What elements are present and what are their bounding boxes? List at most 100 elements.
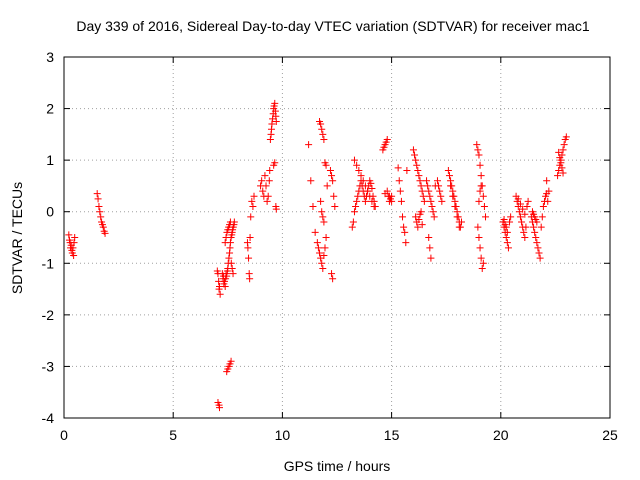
data-point	[225, 254, 233, 262]
y-tick-label: 1	[46, 152, 54, 168]
data-point	[322, 234, 330, 241]
data-point	[417, 182, 425, 190]
data-point	[426, 192, 434, 200]
data-point	[370, 203, 378, 211]
data-point	[412, 156, 420, 164]
data-point	[555, 148, 563, 156]
x-tick-label: 25	[602, 427, 618, 443]
data-point	[413, 161, 421, 169]
data-point	[479, 259, 487, 267]
data-point	[353, 161, 361, 169]
data-point	[531, 228, 539, 236]
data-point	[65, 231, 73, 239]
data-point	[215, 277, 223, 285]
data-point	[476, 244, 484, 252]
data-point	[507, 213, 515, 221]
data-point	[427, 254, 435, 262]
data-point	[229, 270, 237, 278]
data-point	[429, 208, 437, 216]
data-point	[539, 203, 547, 211]
data-point	[318, 208, 326, 216]
data-point	[271, 159, 279, 167]
data-point	[317, 197, 325, 205]
data-point	[259, 187, 267, 195]
data-point	[354, 192, 362, 200]
data-point	[268, 120, 276, 128]
data-point	[557, 159, 565, 167]
data-point	[305, 141, 313, 149]
data-point	[400, 223, 408, 231]
data-point	[318, 259, 326, 267]
data-point	[455, 223, 463, 231]
data-point	[250, 192, 258, 200]
data-point	[385, 192, 393, 200]
data-point	[265, 177, 273, 185]
data-point	[69, 244, 77, 252]
data-point	[94, 195, 102, 203]
data-point	[222, 234, 230, 241]
data-point	[221, 239, 229, 247]
data-point	[258, 177, 266, 185]
data-point	[319, 264, 327, 272]
x-tick-label: 0	[60, 427, 68, 443]
data-point	[482, 213, 490, 221]
data-point	[416, 177, 424, 185]
y-tick-label: 0	[46, 204, 54, 220]
x-tick-label: 20	[493, 427, 509, 443]
data-point	[317, 120, 325, 128]
data-point	[533, 239, 541, 247]
data-point	[321, 244, 329, 252]
data-point	[417, 208, 425, 216]
data-point	[93, 190, 101, 198]
data-point	[516, 213, 524, 221]
data-point	[227, 357, 235, 365]
data-point	[359, 177, 367, 185]
data-point	[245, 254, 253, 262]
data-point	[97, 213, 105, 221]
data-point	[535, 249, 543, 257]
data-point	[502, 234, 510, 241]
data-point	[364, 187, 372, 195]
data-point	[329, 177, 337, 185]
data-point	[475, 234, 483, 241]
data-point	[350, 156, 358, 164]
data-point	[519, 205, 527, 213]
data-point	[419, 192, 427, 200]
data-point	[227, 259, 235, 267]
data-point	[402, 239, 410, 247]
x-tick-label: 5	[169, 427, 177, 443]
data-point	[352, 203, 360, 211]
y-tick-label: 2	[46, 101, 54, 117]
data-point	[556, 154, 564, 162]
data-point	[248, 197, 256, 205]
data-point	[409, 146, 417, 154]
data-point	[318, 125, 326, 133]
data-point	[266, 166, 274, 174]
data-point	[420, 197, 428, 205]
y-tick-label: -2	[42, 307, 55, 323]
data-point	[326, 166, 334, 174]
y-axis-label: SDTVAR / TECUs	[9, 182, 25, 294]
data-point	[476, 161, 484, 169]
data-point	[523, 203, 531, 211]
data-point	[445, 172, 453, 180]
data-point	[329, 275, 337, 283]
data-point	[514, 195, 522, 203]
data-point	[314, 244, 322, 252]
data-point	[95, 203, 103, 211]
data-point	[383, 187, 391, 195]
data-point	[560, 141, 568, 149]
data-point	[396, 187, 404, 195]
data-point	[477, 182, 485, 190]
data-point	[263, 197, 271, 205]
data-point	[328, 172, 336, 180]
data-point	[524, 197, 532, 205]
data-point	[545, 187, 553, 195]
x-axis-label: GPS time / hours	[284, 458, 391, 474]
data-point	[221, 282, 229, 290]
data-point	[502, 223, 510, 231]
data-point	[474, 223, 482, 231]
data-point	[355, 166, 363, 174]
data-point	[272, 117, 280, 125]
data-point	[522, 223, 530, 231]
